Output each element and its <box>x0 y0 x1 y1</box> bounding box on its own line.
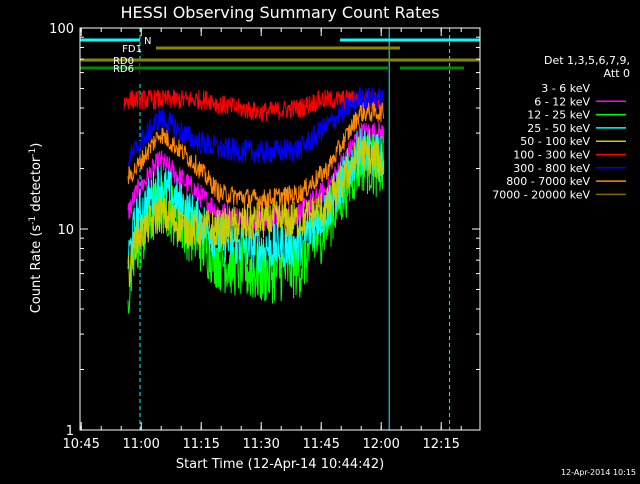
series-line-0 <box>127 33 385 118</box>
legend-label-3: 25 - 50 keV <box>527 122 590 135</box>
flag-label-N: N <box>144 36 151 47</box>
x-tick-label-1: 11:00 <box>122 437 159 452</box>
flag-label-RD6: RD6 <box>113 64 134 75</box>
y-tick-label-1: 1 <box>66 424 74 439</box>
legend-header-1: Det 1,3,5,6,7,9, <box>544 54 630 67</box>
y-axis-label-sup2: -1 <box>28 148 38 157</box>
footer-timestamp: 12-Apr-2014 10:15 <box>561 468 636 477</box>
legend-label-1: 6 - 12 keV <box>534 95 590 108</box>
series-line-4 <box>127 136 385 288</box>
y-axis-label-pre: Count Rate (s <box>29 225 44 314</box>
legend-header-2: Att 0 <box>604 67 630 80</box>
y-axis-label-sup1: -1 <box>28 216 38 225</box>
series-line-1 <box>127 121 385 232</box>
x-tick-label-3: 11:30 <box>242 437 279 452</box>
series-line-7 <box>127 101 385 210</box>
series-line-2 <box>127 134 385 314</box>
x-axis-label: Start Time (12-Apr-14 10:44:42) <box>176 457 384 472</box>
y-axis-label-mid: detector <box>29 156 44 216</box>
x-tick-label-5: 12:00 <box>362 437 399 452</box>
series-line-5 <box>123 89 381 123</box>
y-tick-label-10: 10 <box>57 223 74 238</box>
legend-label-8: 7000 - 20000 keV <box>492 188 590 201</box>
legend-label-7: 800 - 7000 keV <box>506 175 590 188</box>
chart-title: HESSI Observing Summary Count Rates <box>120 3 439 22</box>
x-tick-label-4: 11:45 <box>302 437 339 452</box>
y-tick-label-100: 100 <box>49 22 74 37</box>
legend-label-4: 50 - 100 keV <box>520 135 590 148</box>
series-line-6 <box>127 87 385 168</box>
legend-label-2: 12 - 25 keV <box>527 109 590 122</box>
legend-label-5: 100 - 300 keV <box>513 149 590 162</box>
legend-label-6: 300 - 800 keV <box>513 162 590 175</box>
flag-label-RD0: RD0 <box>113 56 134 67</box>
y-axis-label-end: ) <box>29 143 44 148</box>
x-tick-label-6: 12:15 <box>422 437 459 452</box>
y-axis-label: Count Rate (s-1 detector-1) <box>28 143 44 314</box>
x-tick-label-0: 10:45 <box>62 437 99 452</box>
legend-label-0: 3 - 6 keV <box>541 82 590 95</box>
flag-label-FD1: FD1 <box>122 44 142 55</box>
x-tick-label-2: 11:15 <box>182 437 219 452</box>
